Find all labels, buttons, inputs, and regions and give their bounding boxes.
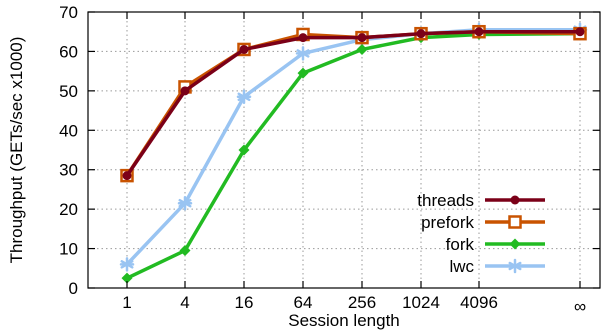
data-point-threads xyxy=(416,29,426,39)
data-point-threads xyxy=(180,86,190,96)
y-axis-label: Throughput (GETs/sec x1000) xyxy=(7,37,26,264)
x-tick-label: ∞ xyxy=(574,297,586,316)
y-tick-label: 40 xyxy=(59,121,78,140)
data-point-fork xyxy=(356,43,368,55)
y-tick-label: 60 xyxy=(59,42,78,61)
x-tick-label: 4 xyxy=(180,293,189,312)
legend-entry-prefork: prefork xyxy=(421,213,545,232)
data-point-threads xyxy=(474,27,484,37)
y-tick-label: 70 xyxy=(59,3,78,22)
legend-entry-fork: fork xyxy=(446,235,545,254)
legend-marker xyxy=(509,238,521,250)
legend-label: threads xyxy=(417,191,474,210)
x-tick-label: 16 xyxy=(235,293,254,312)
data-point-threads xyxy=(575,27,585,37)
legend-entry-lwc: lwc xyxy=(449,257,545,276)
legend-marker xyxy=(507,258,523,274)
x-axis-label: Session length xyxy=(288,311,400,330)
data-point-lwc xyxy=(177,195,193,211)
legend-label: prefork xyxy=(421,213,474,232)
data-point-fork xyxy=(121,272,133,284)
x-tick-label: 1024 xyxy=(402,293,440,312)
legend-marker xyxy=(510,195,520,205)
legend: threads prefork fork lwc xyxy=(417,191,545,276)
data-point-lwc xyxy=(119,257,135,272)
data-point-fork xyxy=(238,144,250,156)
data-point-threads xyxy=(357,33,367,43)
plot-frame xyxy=(87,11,601,289)
y-tick-label: 10 xyxy=(59,240,78,259)
x-tick-label: 4096 xyxy=(460,293,498,312)
x-tick-label: 64 xyxy=(294,293,313,312)
series-line-fork xyxy=(126,31,581,280)
legend-entry-threads: threads xyxy=(417,191,545,210)
grid-lines xyxy=(88,12,600,288)
series-threads xyxy=(122,27,585,181)
data-point-lwc xyxy=(295,46,311,61)
series-prefork xyxy=(120,24,587,183)
legend-label: lwc xyxy=(449,257,474,276)
series-line-threads xyxy=(125,29,580,177)
data-point-threads xyxy=(239,44,249,54)
series-lwc xyxy=(119,22,588,272)
y-tick-label: 50 xyxy=(59,82,78,101)
data-point-threads xyxy=(298,33,308,43)
series-line-lwc xyxy=(125,27,580,266)
x-tick-label: 1 xyxy=(122,293,131,312)
legend-marker xyxy=(508,215,522,229)
y-tick-label: 30 xyxy=(59,161,78,180)
legend-label: fork xyxy=(446,235,475,254)
y-tick-label: 0 xyxy=(69,279,78,298)
y-tick-label: 20 xyxy=(59,200,78,219)
x-tick-label: 256 xyxy=(348,293,376,312)
data-point-fork xyxy=(297,67,309,79)
data-series xyxy=(119,22,588,284)
axes: 0 10 20 30 40 50 60 70 1 4 16 64 256 1024 4096 ∞ xyxy=(59,3,600,316)
data-point-lwc xyxy=(236,89,252,105)
data-point-fork xyxy=(179,245,191,257)
data-point-threads xyxy=(122,171,132,181)
